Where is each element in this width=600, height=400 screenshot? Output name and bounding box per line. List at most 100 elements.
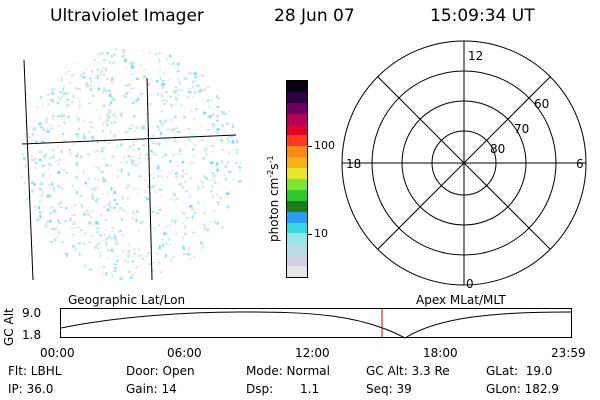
emission-speckle (200, 74, 204, 77)
emission-speckle (50, 127, 53, 130)
emission-speckle (173, 219, 177, 224)
emission-speckle (235, 162, 238, 164)
polar-lat-label-60: 60 (534, 97, 549, 111)
emission-speckle (202, 223, 206, 227)
emission-speckle (121, 234, 125, 236)
emission-speckle (160, 111, 163, 113)
emission-speckle (216, 193, 219, 197)
emission-speckle (113, 199, 116, 202)
emission-speckle (211, 163, 214, 165)
emission-speckle (156, 126, 160, 129)
emission-speckle (127, 155, 131, 158)
emission-speckle (209, 180, 214, 181)
emission-speckle (168, 224, 172, 227)
emission-speckle (189, 205, 193, 208)
emission-speckle (150, 174, 153, 177)
emission-speckle (133, 62, 135, 65)
emission-speckle (162, 79, 165, 82)
emission-speckle (146, 198, 149, 201)
emission-speckle (173, 61, 175, 65)
polar-lat-label-80: 80 (490, 142, 505, 156)
emission-speckle (135, 126, 140, 130)
emission-speckle (131, 97, 134, 99)
emission-speckle (177, 62, 180, 66)
emission-speckle (228, 171, 232, 173)
emission-speckle (64, 252, 69, 256)
emission-speckle (113, 233, 116, 238)
emission-speckle (104, 241, 108, 243)
emission-speckle (100, 150, 104, 153)
emission-speckle (103, 206, 106, 208)
emission-speckle (229, 180, 231, 183)
emission-speckle (193, 154, 195, 157)
emission-speckle (184, 143, 186, 147)
emission-speckle (130, 73, 134, 76)
emission-speckle (48, 102, 50, 104)
emission-speckle (216, 169, 219, 172)
emission-speckle (114, 268, 117, 272)
emission-speckle (102, 90, 104, 94)
emission-speckle (132, 248, 136, 250)
emission-speckle (175, 175, 178, 179)
emission-speckle (224, 164, 228, 169)
emission-speckle (54, 160, 58, 162)
emission-speckle (95, 109, 98, 111)
emission-speckle (46, 129, 50, 134)
emission-speckle (160, 271, 163, 274)
emission-speckle (160, 243, 162, 245)
emission-speckle (183, 212, 185, 214)
emission-speckle (60, 201, 62, 204)
emission-speckle (65, 206, 68, 210)
colorbar-label-10: 10 (314, 227, 328, 240)
emission-speckle (134, 114, 136, 117)
emission-speckle (46, 93, 50, 96)
emission-speckle (114, 236, 117, 240)
emission-speckle (129, 157, 132, 161)
emission-speckle (31, 141, 33, 144)
emission-speckle (73, 143, 75, 146)
emission-speckle (69, 217, 72, 220)
emission-speckle (148, 102, 152, 106)
emission-speckle (50, 87, 54, 92)
emission-speckle (94, 77, 98, 80)
emission-speckle (115, 255, 118, 257)
emission-speckle (89, 84, 92, 87)
emission-speckle (65, 104, 69, 106)
colorbar-swatch (287, 113, 307, 125)
emission-speckle (49, 124, 52, 127)
emission-speckle (182, 212, 186, 215)
emission-speckle (128, 135, 130, 138)
emission-speckle (132, 139, 136, 141)
colorbar-swatch (287, 80, 307, 92)
emission-speckle (97, 179, 99, 183)
emission-speckle (153, 154, 157, 156)
emission-speckle (58, 221, 62, 224)
emission-speckle (51, 114, 54, 117)
emission-speckle (91, 138, 95, 140)
emission-speckle (192, 256, 196, 258)
emission-speckle (98, 247, 100, 250)
emission-speckle (109, 93, 112, 97)
emission-speckle (202, 245, 204, 249)
emission-speckle (156, 252, 159, 255)
emission-speckle (90, 222, 93, 225)
emission-speckle (207, 86, 211, 88)
emission-speckle (109, 164, 112, 167)
emission-speckle (206, 99, 209, 102)
emission-speckle (169, 198, 172, 201)
emission-speckle (178, 81, 182, 83)
emission-speckle (175, 232, 177, 236)
colorbar-swatch (287, 255, 307, 267)
emission-speckle (189, 72, 191, 74)
emission-speckle (107, 115, 111, 119)
emission-speckle (105, 237, 108, 241)
timeline-x-label-3: 18:00 (423, 346, 458, 360)
emission-speckle (42, 128, 45, 132)
emission-speckle (165, 225, 168, 228)
emission-speckle (72, 245, 75, 248)
emission-speckle (102, 58, 107, 62)
emission-speckle (151, 151, 155, 154)
emission-speckle (192, 80, 194, 83)
ip-readout: IP: 36.0 (8, 382, 54, 396)
emission-speckle (160, 92, 162, 95)
